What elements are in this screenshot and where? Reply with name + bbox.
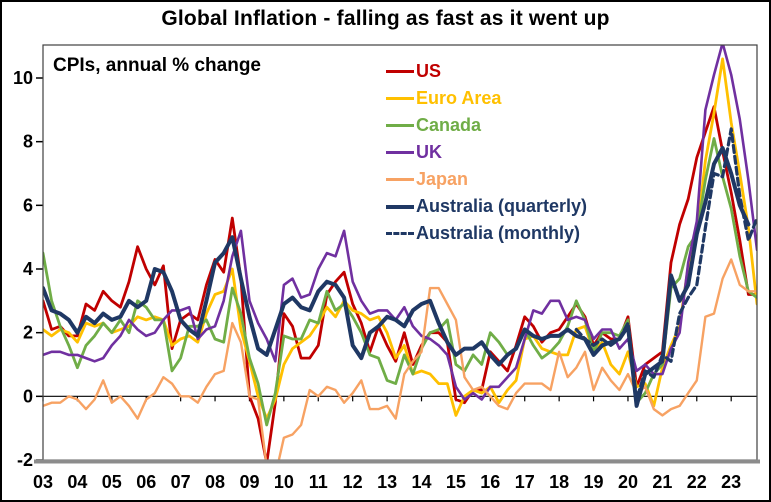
legend-item-euro-area: Euro Area	[386, 85, 587, 112]
series-line-uk	[43, 45, 757, 401]
legend: US Euro Area Canada UK Japan Australia (…	[386, 58, 587, 247]
legend-euro-area-label: Euro Area	[416, 88, 502, 108]
x-tick-label: 21	[652, 472, 672, 492]
x-tick-label: 12	[343, 472, 363, 492]
x-tick-label: 23	[721, 472, 741, 492]
x-tick-label: 04	[67, 472, 87, 492]
legend-item-uk: UK	[386, 139, 587, 166]
chart-title: Global Inflation - falling as fast as it…	[161, 7, 610, 30]
x-tick-label: 10	[274, 472, 294, 492]
legend-australia-quarterly-label: Australia (quarterly)	[416, 196, 588, 216]
legend-euro-area-line-swatch	[386, 97, 414, 100]
x-tick-label: 06	[136, 472, 156, 492]
x-tick-label: 09	[239, 472, 259, 492]
legend-japan-line-swatch	[386, 178, 414, 181]
legend-item-canada: Canada	[386, 112, 587, 139]
legend-item-australia-monthly: Australia (monthly)	[386, 220, 587, 247]
y-tick-label: 2	[23, 323, 33, 343]
series-line-australia-monthly	[574, 127, 757, 402]
legend-australia-quarterly-line-swatch	[386, 204, 414, 209]
legend-canada-label: Canada	[416, 115, 482, 135]
legend-us-label: US	[416, 61, 442, 81]
y-tick-label: 8	[23, 132, 33, 152]
x-tick-label: 03	[33, 472, 53, 492]
x-tick-label: 07	[171, 472, 191, 492]
x-tick-label: 08	[205, 472, 225, 492]
x-tick-label: 05	[102, 472, 122, 492]
legend-item-australia-quarterly: Australia (quarterly)	[386, 193, 587, 220]
legend-japan-label: Japan	[416, 169, 469, 189]
y-tick-label: -2	[17, 450, 33, 470]
legend-canada-line-swatch	[386, 124, 414, 127]
legend-australia-monthly-label: Australia (monthly)	[416, 223, 581, 243]
y-tick-label: 10	[13, 68, 33, 88]
x-tick-label: 14	[411, 472, 431, 492]
x-tick-label: 17	[515, 472, 535, 492]
x-tick-label: 22	[687, 472, 707, 492]
legend-uk-line-swatch	[386, 151, 414, 154]
legend-us-line-swatch	[386, 70, 414, 73]
axis-units-label: CPIs, annual % change	[53, 55, 261, 76]
x-tick-label: 15	[446, 472, 466, 492]
y-tick-label: 0	[23, 386, 33, 406]
y-tick-label: 4	[23, 259, 33, 279]
series-line-us	[43, 105, 757, 460]
x-tick-label: 13	[377, 472, 397, 492]
y-tick-label: 6	[23, 195, 33, 215]
x-tick-label: 16	[480, 472, 500, 492]
x-tick-label: 18	[549, 472, 569, 492]
legend-item-japan: Japan	[386, 166, 587, 193]
legend-australia-monthly-line-swatch	[386, 232, 414, 235]
x-tick-label: 19	[584, 472, 604, 492]
legend-uk-label: UK	[416, 142, 442, 162]
legend-item-us: US	[386, 58, 587, 85]
x-tick-label: 20	[618, 472, 638, 492]
x-tick-label: 11	[309, 472, 328, 492]
